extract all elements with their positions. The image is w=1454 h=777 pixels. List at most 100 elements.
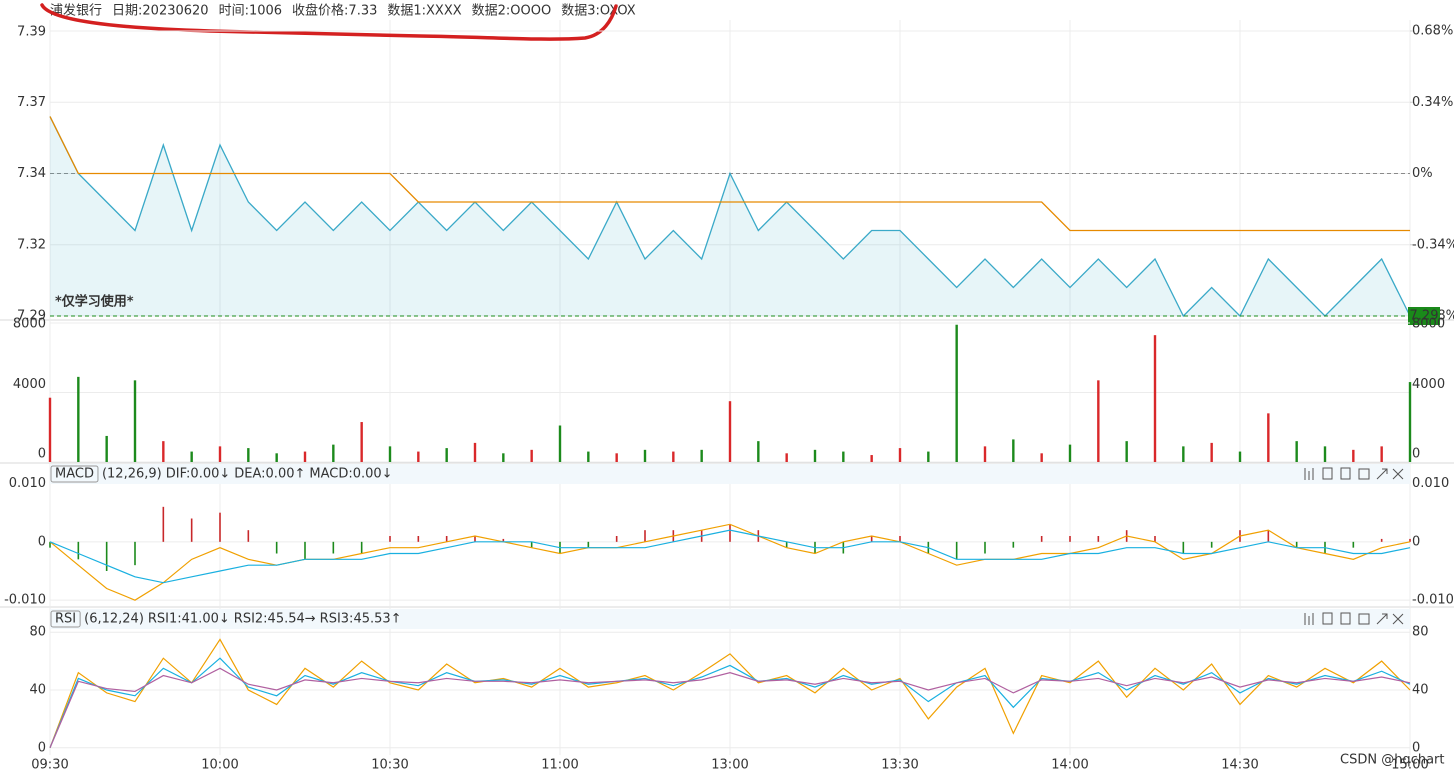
volume-bar <box>842 451 845 462</box>
y-tick-label: 40 <box>29 683 46 698</box>
volume-bar <box>1408 382 1412 462</box>
volume-bar <box>1182 446 1185 462</box>
volume-bar <box>1380 446 1383 462</box>
volume-bar <box>530 449 533 462</box>
y2-tick-label: -0.010 <box>1412 593 1454 608</box>
volume-bar <box>927 451 930 462</box>
volume-bar <box>1153 335 1157 462</box>
volume-bar <box>360 422 363 462</box>
tool-icon <box>1376 613 1388 625</box>
y-tick-label: 4000 <box>13 377 46 392</box>
indicator-params: (12,26,9) <box>102 467 162 482</box>
volume-bar <box>1012 439 1015 462</box>
x-tick-label: 13:30 <box>881 758 918 773</box>
last-price-box <box>1408 307 1440 325</box>
x-tick-label: 15:00 <box>1391 758 1428 773</box>
y-tick-label: 0.010 <box>9 476 46 491</box>
volume-bar <box>417 451 420 462</box>
volume-bar <box>1267 413 1270 462</box>
volume-bar <box>728 401 732 462</box>
volume-bar <box>162 441 165 462</box>
volume-bar <box>643 449 647 462</box>
volume-bar <box>77 376 80 462</box>
price-line <box>49 116 1411 318</box>
y2-tick-label: 8000 <box>1412 317 1445 332</box>
indicator-title-box <box>50 610 81 628</box>
y2-tick-label: 0 <box>1412 534 1420 549</box>
y-tick-label: -0.010 <box>4 593 46 608</box>
y2-tick-label: 4000 <box>1412 377 1445 392</box>
legend-entry: RSI3:45.53↑ <box>320 612 402 627</box>
y-tick-label: 7.34 <box>17 166 46 181</box>
volume-bar <box>1210 442 1213 462</box>
close-icon <box>1392 468 1404 480</box>
y-tick-label: 0 <box>38 740 46 755</box>
header-item: 数据1:XXXX <box>387 4 461 19</box>
footer-watermark: CSDN @hqchart <box>1340 753 1444 768</box>
volume-bar <box>218 446 222 462</box>
y-tick-label: 7.32 <box>17 237 46 252</box>
tool-icon <box>1304 468 1314 480</box>
volume-bar <box>898 448 902 462</box>
volume-bar <box>445 448 448 462</box>
volume-bar <box>700 449 703 462</box>
price-area <box>50 116 1410 316</box>
volume-bar <box>190 451 193 462</box>
y-tick-label: 0 <box>38 534 46 549</box>
volume-bar <box>48 397 52 462</box>
volume-bar <box>955 324 958 462</box>
y2-tick-label: 0.010 <box>1412 476 1449 491</box>
y-tick-label: 7.37 <box>17 95 46 110</box>
y2-tick-label: 0 <box>1412 740 1420 755</box>
tool-icon <box>1358 613 1370 625</box>
volume-bar <box>983 446 987 462</box>
volume-bar <box>332 444 335 462</box>
y-tick-label: 7.29 <box>17 309 46 324</box>
header-item: 收盘价格:7.33 <box>292 3 377 19</box>
y-tick-label: 80 <box>29 625 46 640</box>
tool-icon <box>1304 613 1314 625</box>
indicator-title: MACD <box>55 467 94 482</box>
volume-bar <box>870 455 873 462</box>
tool-icon <box>1340 612 1351 625</box>
y2-tick-label: 0% <box>1412 166 1433 181</box>
watermark: *仅学习使用* <box>55 294 134 310</box>
y-tick-label: 0 <box>38 447 46 462</box>
y2-tick-label: 80 <box>1412 625 1429 640</box>
rsi-line <box>49 638 1411 748</box>
y-tick-label: 8000 <box>13 317 46 332</box>
legend-entry: RSI1:41.00↓ <box>148 612 230 627</box>
tool-icon <box>1358 468 1370 480</box>
x-tick-label: 14:30 <box>1221 758 1258 773</box>
header-item: 数据2:OOOO <box>472 4 552 19</box>
volume-bar <box>105 435 108 462</box>
volume-bar <box>1040 453 1043 462</box>
volume-bar <box>1323 446 1327 462</box>
x-tick-label: 13:00 <box>711 758 748 773</box>
x-tick-label: 10:30 <box>371 758 408 773</box>
volume-bar <box>813 449 817 462</box>
tool-icon <box>1340 467 1351 480</box>
volume-bar <box>672 451 675 462</box>
indicator-header <box>50 609 1410 629</box>
rsi-line <box>49 657 1411 749</box>
x-tick-label: 11:00 <box>541 758 578 773</box>
hand-drawn-annotation <box>40 3 618 41</box>
x-tick-label: 14:00 <box>1051 758 1088 773</box>
legend-entry: DEA:0.00↑ <box>234 467 305 482</box>
y2-tick-label: 0.68% <box>1412 24 1453 39</box>
volume-bar <box>1352 449 1355 462</box>
volume-bar <box>247 448 250 462</box>
indicator-title-box <box>50 465 99 483</box>
volume-bar <box>275 453 278 462</box>
volume-bar <box>587 451 590 462</box>
header-item: 日期:20230620 <box>112 4 209 19</box>
header-item: 时间:1006 <box>219 4 282 19</box>
indicator-params: (6,12,24) <box>84 612 144 627</box>
average-line <box>49 116 1410 232</box>
volume-bar <box>473 442 477 462</box>
volume-bar <box>1238 451 1242 462</box>
tool-icon <box>1322 467 1333 480</box>
